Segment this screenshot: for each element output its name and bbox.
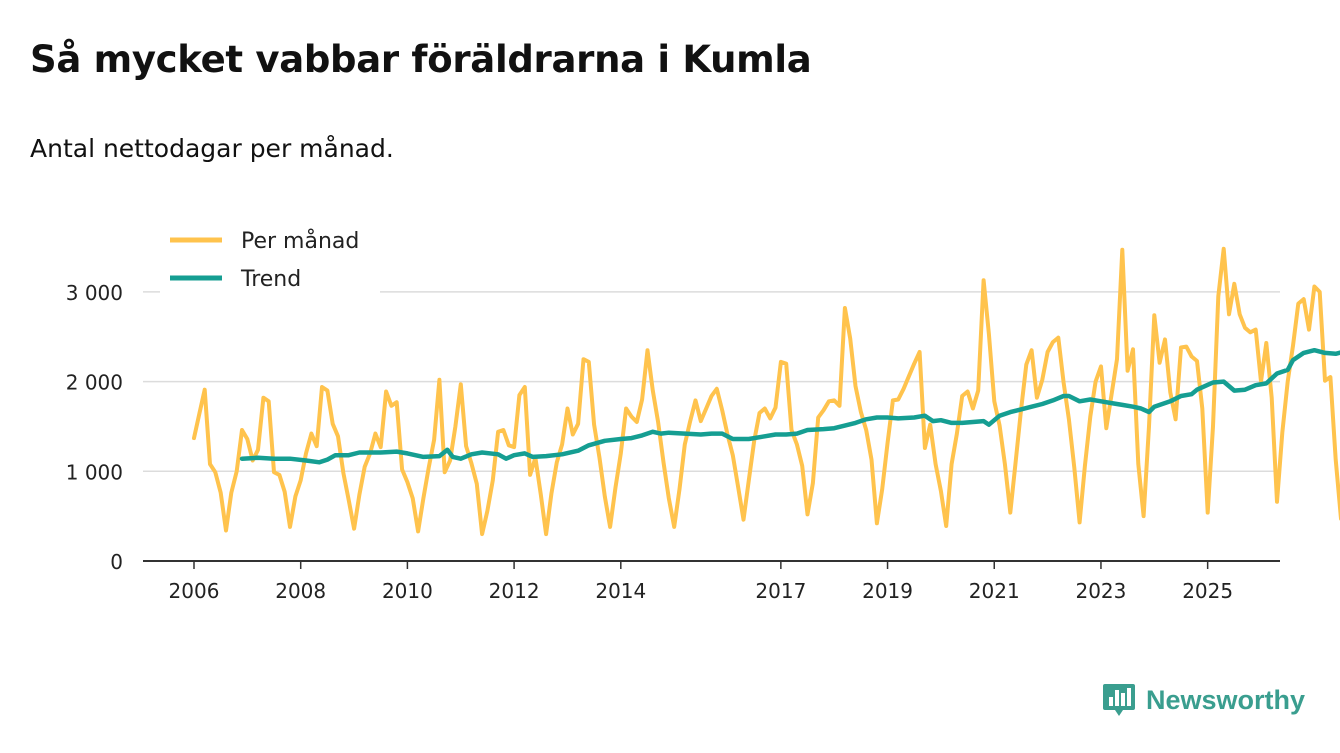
x-tick-label: 2021	[969, 579, 1020, 603]
x-tick-label: 2014	[595, 579, 646, 603]
x-tick-label: 2006	[169, 579, 220, 603]
x-tick-label: 2010	[382, 579, 433, 603]
y-tick-label: 2 000	[66, 371, 123, 395]
newsworthy-logo: Newsworthy	[1102, 682, 1305, 718]
y-tick-label: 1 000	[66, 460, 123, 484]
legend-label: Trend	[240, 267, 301, 292]
series-line-per-manad	[192, 246, 1340, 537]
x-tick-label: 2012	[489, 579, 540, 603]
chart-title: Så mycket vabbar föräldrarna i Kumla	[30, 38, 812, 81]
x-tick-label: 2025	[1182, 579, 1233, 603]
x-tick-label: 2023	[1075, 579, 1126, 603]
series-line-trend	[239, 347, 1340, 465]
legend-label: Per månad	[241, 228, 359, 254]
legend-background	[160, 222, 380, 294]
brand-name: Newsworthy	[1146, 684, 1306, 715]
bar-chart-speech-icon	[1103, 684, 1135, 716]
x-tick-label: 2017	[755, 579, 806, 603]
y-tick-label: 0	[110, 550, 123, 574]
chart-subtitle: Antal nettodagar per månad.	[30, 134, 394, 163]
x-tick-label: 2008	[275, 579, 326, 603]
y-tick-label: 3 000	[66, 281, 123, 305]
x-tick-label: 2019	[862, 579, 913, 603]
